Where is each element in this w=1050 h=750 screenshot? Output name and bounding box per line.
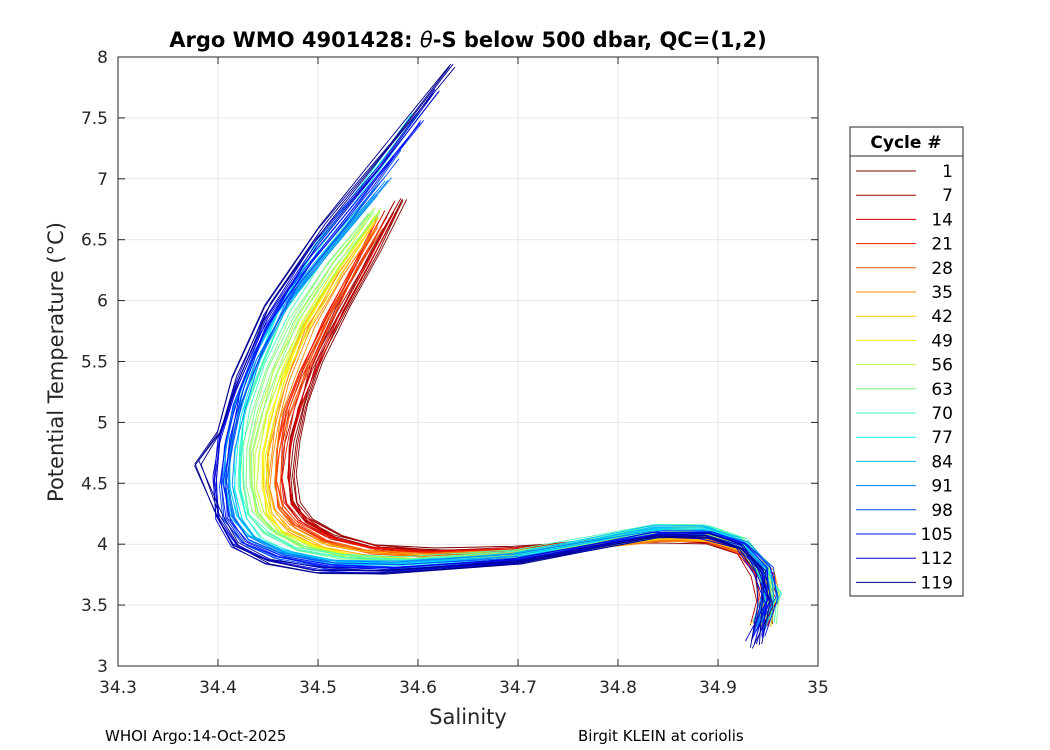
series-line-cycle-119 [194,63,767,645]
legend: Cycle # 17142128354249566370778491981051… [849,126,964,597]
y-tick-label: 7.5 [81,109,108,129]
legend-label: 119 [921,573,953,593]
legend-label: 112 [921,549,953,569]
legend-label: 21 [931,235,953,255]
axis-ticks: 34.3 34.4 34.5 34.6 34.7 34.8 34.9 35 3 3.5 4 4.5 5 5… [81,48,829,698]
x-tick-label: 34.8 [599,678,637,698]
legend-label: 84 [931,452,953,472]
x-axis-label: Salinity [429,705,507,729]
y-tick-label: 3 [97,657,108,677]
y-tick-label: 7 [97,170,108,190]
legend-label: 14 [931,210,953,230]
x-tick-label: 34.7 [499,678,537,698]
x-tick-label: 34.3 [99,678,137,698]
y-tick-label: 8 [97,48,108,68]
legend-label: 35 [931,283,953,303]
x-tick-label: 35 [807,678,829,698]
y-tick-label: 4 [97,535,108,555]
y-tick-label: 6.5 [81,231,108,251]
legend-label: 77 [931,428,953,448]
legend-label: 63 [931,380,953,400]
legend-label: 91 [931,477,953,497]
legend-label: 98 [931,501,953,521]
legend-label: 105 [921,525,953,545]
legend-title: Cycle # [870,133,941,153]
y-tick-label: 5.5 [81,353,108,373]
series-line-cycle-42 [261,222,771,623]
series-lines [194,63,782,649]
series-line-cycle-84 [225,193,764,622]
y-tick-label: 4.5 [81,474,108,494]
footer-left: WHOI Argo:14-Oct-2025 [105,727,286,745]
legend-label: 1 [942,162,953,182]
series-line-cycle-119 [198,63,771,645]
series-line-cycle-119 [194,66,759,648]
y-axis-label: Potential Temperature (°C) [44,222,68,502]
theta-symbol: θ [420,28,433,52]
x-tick-label: 34.6 [399,678,437,698]
x-tick-label: 34.4 [199,678,237,698]
y-tick-label: 3.5 [81,596,108,616]
legend-label: 49 [931,331,953,351]
series-line-cycle-91 [231,177,775,630]
legend-label: 70 [931,404,953,424]
series-line-cycle-98 [226,149,777,632]
legend-label: 56 [931,356,953,376]
y-tick-label: 5 [97,413,108,433]
series-line-cycle-105 [225,120,768,636]
chart-title: Argo WMO 4901428: θ-S below 500 dbar, QC… [169,28,766,52]
x-tick-label: 34.9 [699,678,737,698]
legend-label: 7 [942,186,953,206]
series-line-cycle-70 [242,201,779,623]
legend-entries: 1 7 14 21 28 35 42 49 56 63 70 77 84 91 98 105 112 119 [856,162,953,593]
y-tick-label: 6 [97,292,108,312]
legend-label: 42 [931,307,953,327]
legend-box [849,126,964,597]
series-line-cycle-112 [215,90,764,642]
series-line-cycle-70 [237,198,767,621]
legend-label: 28 [931,259,953,279]
footer-right: Birgit KLEIN at coriolis [578,727,744,745]
x-tick-label: 34.5 [299,678,337,698]
